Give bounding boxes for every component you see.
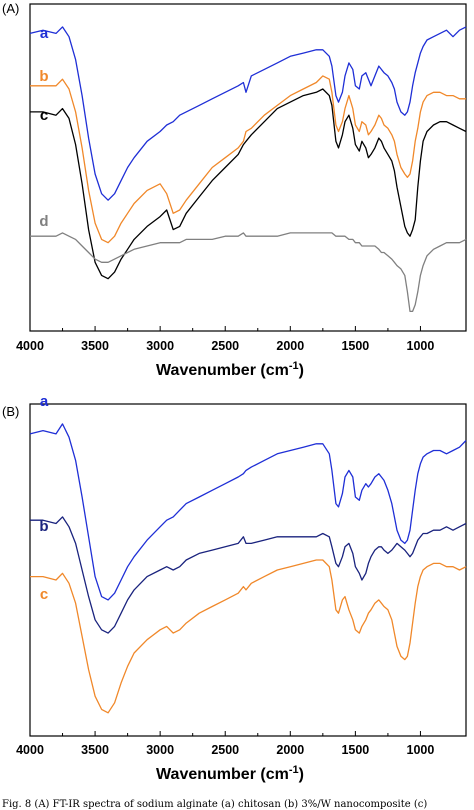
panel-a: (A) a b c d 4000 3500 3000 2500 2000 1500 1000 Wa…	[2, 1, 467, 379]
x-tick-label: 1500	[341, 743, 369, 757]
x-ticks-b: 4000 3500 3000 2500 2000 1500 1000	[16, 731, 434, 757]
x-tick-label: 1500	[341, 339, 369, 353]
x-ticks-a: 4000 3500 3000 2500 2000 1500 1000	[16, 326, 434, 353]
x-tick-label: 4000	[16, 743, 44, 757]
figure-caption: Fig. 8 (A) FT-IR spectra of sodium algin…	[2, 799, 427, 810]
x-tick-label: 4000	[16, 339, 44, 353]
x-tick-label: 2500	[211, 743, 239, 757]
x-tick-label: 2500	[211, 339, 239, 353]
series-line-b	[30, 516, 467, 634]
x-tick-label: 1000	[407, 743, 435, 757]
panel-b: (B) a b c 4000 3500 3000 2500 2000 1500 1000 Wav…	[2, 393, 467, 783]
series-label-b: b	[39, 68, 48, 85]
series-line-b	[30, 75, 466, 244]
series-line-c	[30, 88, 467, 280]
x-tick-label: 3000	[146, 339, 174, 353]
series-label-a: a	[40, 393, 49, 410]
series-label-b: b	[39, 518, 48, 535]
x-axis-title-b: Wavenumber (cm-1)	[156, 764, 304, 783]
panel-label-b: (B)	[2, 404, 19, 419]
series-line-a	[29, 26, 467, 201]
series-group-b: a b c	[29, 393, 467, 714]
panel-label-a: (A)	[2, 1, 19, 16]
series-group-a: a b c d	[29, 25, 467, 313]
series-label-a: a	[40, 25, 49, 42]
plot-frame-b	[29, 403, 467, 737]
x-tick-label: 3000	[146, 743, 174, 757]
series-label-d: d	[39, 213, 48, 230]
series-label-c: c	[40, 586, 48, 603]
x-tick-label: 3500	[81, 339, 109, 353]
plot-frame-a	[29, 3, 467, 332]
series-label-c: c	[40, 107, 48, 124]
series-line-a	[29, 423, 467, 601]
x-tick-label: 1000	[407, 339, 435, 353]
x-tick-label: 2000	[276, 339, 304, 353]
series-line-d	[30, 232, 467, 313]
x-tick-label: 3500	[81, 743, 109, 757]
series-line-c	[30, 559, 467, 714]
x-axis-title-a: Wavenumber (cm-1)	[156, 360, 304, 379]
x-tick-label: 2000	[276, 743, 304, 757]
